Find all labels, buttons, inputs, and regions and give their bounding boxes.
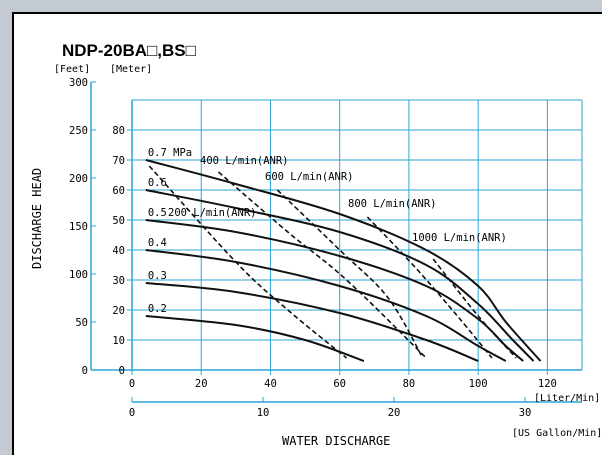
air-consumption-label: 1000 L/min(ANR): [412, 232, 507, 244]
x-tick-label: 60: [333, 378, 346, 390]
pressure-label: 0.5: [148, 207, 167, 219]
pressure-curve: [145, 189, 535, 362]
x-tick-label: 120: [538, 378, 557, 390]
y-meter-tick-label: 0: [119, 365, 125, 377]
pressure-label: 0.4: [148, 237, 167, 249]
pressure-curves: 0.7 MPa 0.6 0.5 0.4 0.3 0.2: [145, 147, 542, 362]
y-feet-tick-label: 300: [69, 77, 88, 89]
y-meter-tick-label: 60: [112, 185, 125, 197]
y-axis-title: DISCHARGE HEAD: [30, 168, 44, 269]
air-consumption-label: 400 L/min(ANR): [200, 155, 289, 167]
air-consumption-curves: 200 L/min(ANR) 400 L/min(ANR) 600 L/min(AN…: [148, 155, 517, 359]
y-feet-tick-label: 200: [69, 173, 88, 185]
y-meter-tick-label: 10: [112, 335, 125, 347]
x2-tick-label: 10: [257, 407, 270, 419]
grid: [132, 99, 583, 370]
air-consumption-curve: [276, 189, 424, 359]
air-consumption-label: 600 L/min(ANR): [265, 171, 354, 183]
x-unit-liter: [Liter/Min]: [534, 393, 600, 404]
air-consumption-curve: [432, 258, 517, 359]
air-consumption-label: 800 L/min(ANR): [348, 198, 437, 210]
pressure-curve: [145, 282, 479, 362]
chart-title: NDP-20BA□,BS□: [62, 41, 196, 60]
air-consumption-curve: [217, 171, 427, 359]
y-feet-tick-label: 50: [75, 317, 88, 329]
x-tick-label: 80: [403, 378, 416, 390]
y-unit-feet: [Feet]: [54, 64, 90, 75]
pressure-label: 0.2: [148, 303, 167, 315]
x-unit-gallon: [US Gallon/Min]: [512, 428, 602, 439]
pressure-curve: [145, 315, 365, 362]
y-meter-tick-label: 50: [112, 215, 125, 227]
y-meter-tick-label: 30: [112, 275, 125, 287]
x2-tick-label: 30: [519, 407, 532, 419]
y-feet-tick-label: 0: [82, 365, 88, 377]
y-meter-tick-label: 70: [112, 155, 125, 167]
x2-tick-label: 0: [129, 407, 135, 419]
x-tick-label: 100: [469, 378, 488, 390]
pressure-label: 0.7 MPa: [148, 147, 192, 159]
chart-panel: 0 20 40 60 80 100 120 0 10 20 30 0 10 20 30 40 50 60 70 80 0…: [12, 12, 602, 455]
y-meter-tick-label: 20: [112, 305, 125, 317]
y-unit-meter: [Meter]: [110, 64, 152, 75]
x2-tick-label: 20: [388, 407, 401, 419]
labels: NDP-20BA□,BS□ [Feet] [Meter] DISCHARGE H…: [30, 41, 602, 448]
x-tick-label: 40: [264, 378, 277, 390]
air-consumption-label: 200 L/min(ANR): [168, 207, 257, 219]
pressure-label: 0.3: [148, 270, 167, 282]
x-axis-title: WATER DISCHARGE: [282, 434, 390, 448]
air-consumption-curve: [148, 165, 348, 359]
y-feet-tick-label: 150: [69, 221, 88, 233]
y-meter-tick-label: 40: [112, 245, 125, 257]
air-consumption-curve: [366, 216, 493, 359]
pressure-label: 0.6: [148, 177, 167, 189]
pressure-curve: [145, 159, 542, 362]
x-tick-label: 0: [129, 378, 135, 390]
pressure-curve: [145, 249, 507, 362]
x-tick-label: 20: [195, 378, 208, 390]
y-feet-tick-label: 100: [69, 269, 88, 281]
y-meter-tick-label: 80: [112, 125, 125, 137]
y-feet-tick-label: 250: [69, 125, 88, 137]
